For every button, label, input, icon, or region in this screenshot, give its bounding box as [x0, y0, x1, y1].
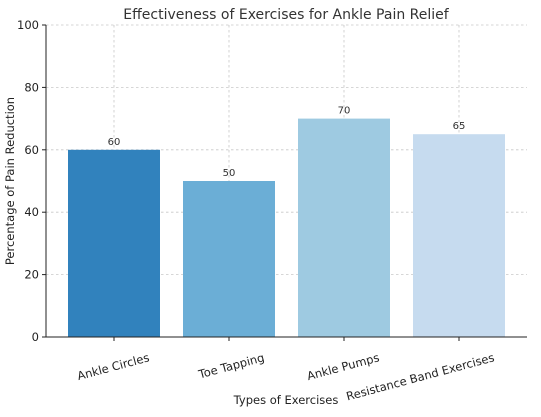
x-axis-label: Types of Exercises [233, 393, 339, 407]
bar [183, 181, 275, 337]
x-tick-label: Toe Tapping [196, 350, 266, 381]
bar-value-label: 50 [223, 168, 236, 179]
bar-value-label: 70 [338, 106, 351, 117]
y-tick-label: 40 [24, 205, 39, 219]
bar [298, 118, 390, 337]
bar [413, 134, 505, 337]
y-tick-label: 20 [24, 268, 39, 282]
y-tick-label: 0 [32, 330, 39, 344]
y-tick-label: 80 [24, 80, 39, 94]
y-tick-label: 60 [24, 143, 39, 157]
bar-value-label: 65 [453, 121, 466, 132]
y-tick-label: 100 [17, 18, 39, 32]
bars [68, 118, 505, 337]
y-axis-label: Percentage of Pain Reduction [3, 97, 17, 265]
x-tick-label: Ankle Pumps [305, 350, 380, 383]
data-labels: 60 50 70 65 [108, 106, 466, 179]
y-axis-ticks: 0 20 40 60 80 100 [17, 18, 46, 344]
bar [68, 149, 160, 337]
chart-title: Effectiveness of Exercises for Ankle Pai… [123, 7, 449, 23]
x-tick-label: Ankle Circles [76, 350, 151, 383]
bar-value-label: 60 [108, 137, 121, 148]
